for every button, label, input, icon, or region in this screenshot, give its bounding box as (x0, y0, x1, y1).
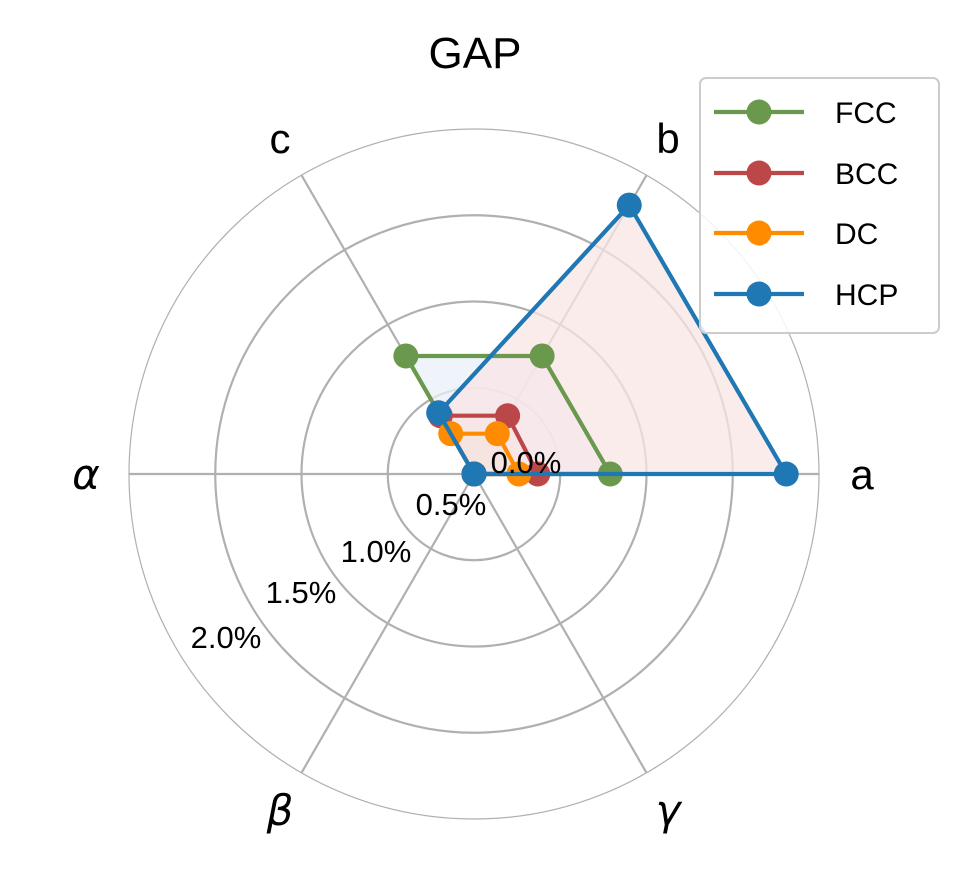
legend-frame (699, 77, 940, 334)
axis-label-3: α (72, 450, 100, 499)
axis-label-0: a (850, 451, 874, 498)
r-tick-label: 1.5% (266, 575, 337, 610)
legend-marker-icon (746, 281, 772, 307)
data-point-marker (529, 343, 555, 369)
legend-marker-icon (746, 220, 772, 246)
axis-label-1: b (656, 115, 679, 162)
axis-label-2: c (270, 115, 291, 162)
r-tick-label: 0.5% (416, 487, 487, 522)
data-point-marker (461, 461, 487, 487)
data-point-marker (773, 461, 799, 487)
legend-label: BCC (835, 158, 898, 191)
legend-item-hcp: HCP (714, 279, 898, 312)
axis-label-4: β (266, 786, 294, 835)
legend: FCC BCC DC HCP (699, 77, 940, 334)
r-tick-label: 0.0% (491, 445, 562, 480)
axis-labels: a b c α β γ (72, 115, 874, 835)
data-point-marker (484, 421, 510, 447)
legend-label: HCP (835, 279, 898, 312)
legend-item-fcc: FCC (714, 97, 897, 130)
series-hcp (426, 192, 799, 487)
data-point-marker (616, 192, 642, 218)
legend-marker-icon (746, 99, 772, 125)
grid-spoke (473, 473, 648, 774)
series-fill-hcp (438, 205, 787, 474)
legend-label: FCC (835, 97, 897, 130)
radial-tick-labels: 0.0%0.5%1.0%1.5%2.0% (191, 445, 562, 655)
legend-marker-icon (746, 160, 772, 186)
r-tick-label: 1.0% (341, 534, 412, 569)
legend-item-dc: DC (714, 218, 878, 251)
series-lines (393, 192, 799, 487)
data-point-marker (393, 343, 419, 369)
grid-spoke (300, 473, 475, 774)
data-point-marker (426, 400, 452, 426)
axis-label-5: γ (656, 786, 683, 835)
r-tick-label: 2.0% (191, 620, 262, 655)
chart-title: GAP (429, 29, 522, 78)
legend-label: DC (835, 218, 878, 251)
legend-item-bcc: BCC (714, 158, 898, 191)
